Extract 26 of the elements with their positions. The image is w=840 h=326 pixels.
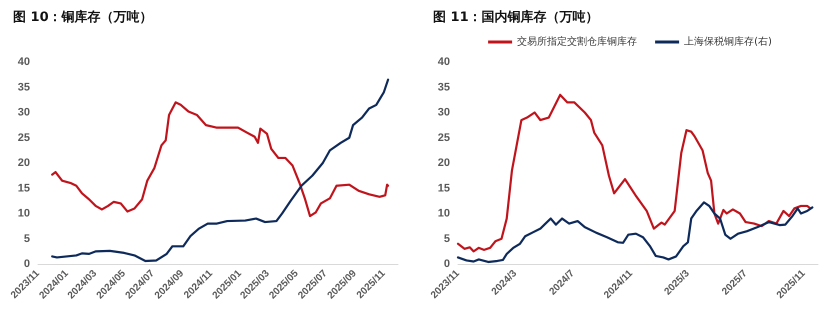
y-tick-label: 5 bbox=[24, 232, 30, 245]
y-tick-label: 10 bbox=[18, 208, 30, 220]
y-tick-label: 5 bbox=[444, 232, 450, 245]
y-tick-label: 10 bbox=[438, 208, 450, 220]
chart-title: 图 11：国内铜库存（万吨） bbox=[433, 9, 599, 25]
y-tick-label: 15 bbox=[18, 182, 30, 194]
y-tick-label: 20 bbox=[438, 157, 450, 169]
y-tick-label: 35 bbox=[438, 81, 450, 94]
y-tick-label: 15 bbox=[438, 182, 450, 194]
y-tick-label: 30 bbox=[438, 106, 450, 118]
line-series bbox=[51, 101, 390, 218]
y-tick-label: 40 bbox=[18, 56, 30, 68]
y-tick-label: 35 bbox=[18, 81, 30, 94]
line-series bbox=[456, 94, 812, 252]
y-tick-label: 0 bbox=[24, 258, 30, 270]
y-tick-label: 25 bbox=[18, 132, 30, 144]
line-series bbox=[456, 201, 814, 264]
y-tick-label: 20 bbox=[18, 157, 30, 169]
legend-label: 交易所指定交割仓库铜库存 bbox=[517, 36, 638, 48]
y-tick-label: 0 bbox=[444, 258, 450, 270]
y-tick-label: 25 bbox=[438, 132, 450, 144]
legend-label: 上海保税铜库存(右) bbox=[684, 36, 772, 48]
line-series bbox=[51, 78, 390, 262]
y-tick-label: 30 bbox=[18, 106, 30, 118]
chart-title: 图 10：铜库存（万吨） bbox=[13, 9, 153, 25]
y-tick-label: 40 bbox=[438, 56, 450, 68]
